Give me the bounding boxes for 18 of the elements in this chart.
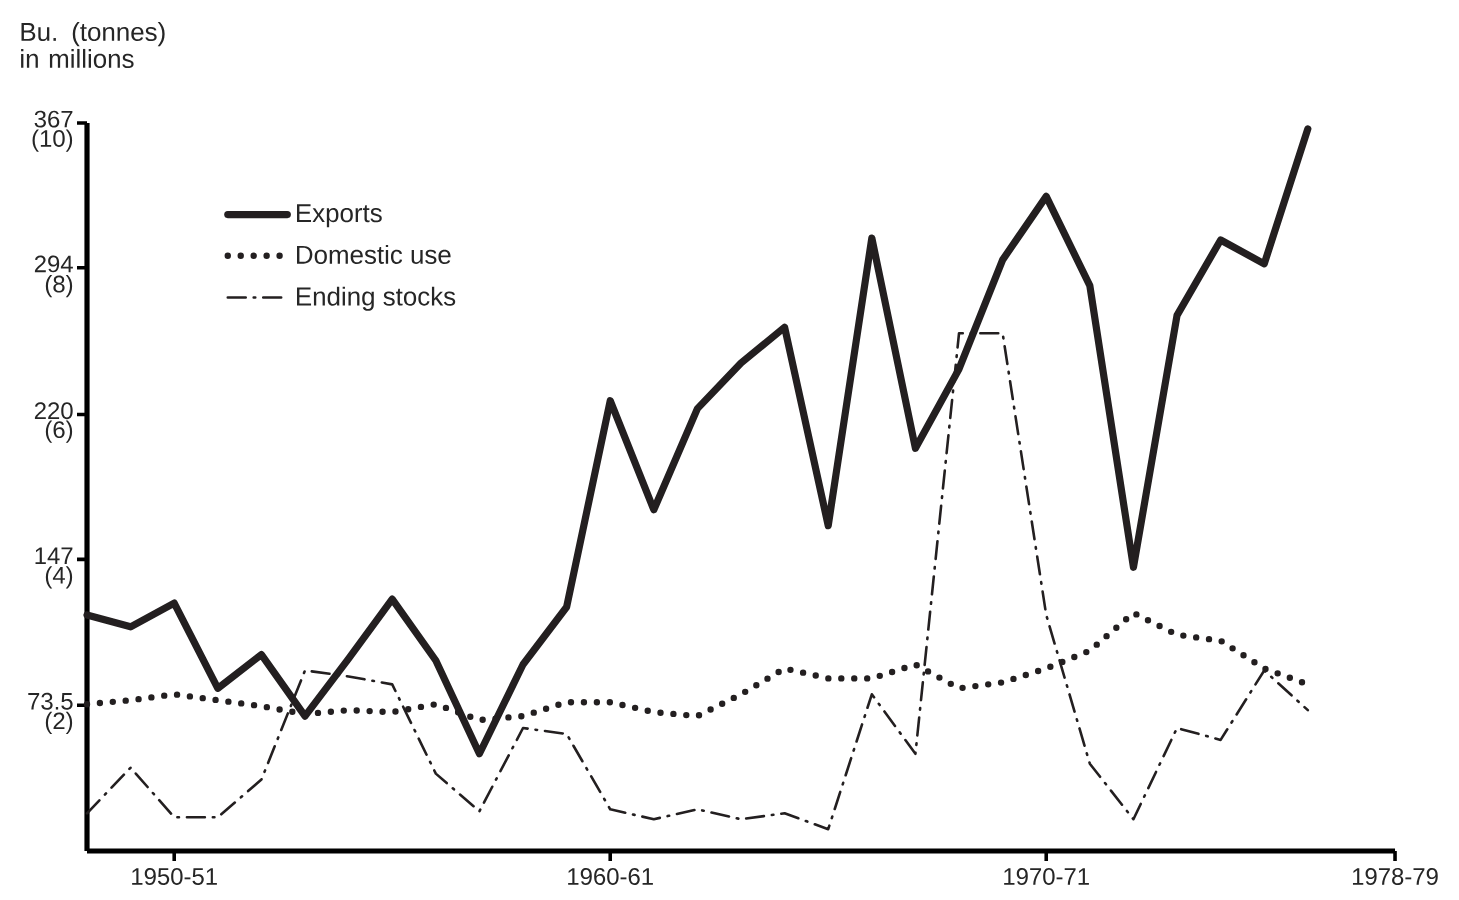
y-tick-label: 367 — [34, 110, 73, 128]
y2-tick-label: (8) — [45, 274, 73, 298]
y-tick-label: 294 — [34, 255, 73, 273]
y-tick-label: 147 — [35, 547, 73, 564]
y2-tick-label: (6) — [45, 420, 73, 443]
y2-tick-label: (4) — [45, 566, 73, 589]
legend-label: Ending stocks — [297, 286, 456, 311]
x-tick-label: 1960-61 — [568, 868, 653, 885]
legend-label: Exports — [297, 204, 382, 228]
y2-tick-label: (10) — [32, 129, 73, 152]
y2-axis-title: Bu. (tonnes) in millions — [21, 22, 165, 68]
x-tick-label: 1970-71 — [1004, 868, 1089, 885]
legend-label: Domestic use — [297, 244, 451, 264]
x-tick-label: 1978-79 — [1352, 868, 1438, 885]
y2-tick-label: (2) — [45, 711, 73, 735]
y-tick-label: 73.5 — [28, 692, 73, 710]
x-tick-label: 1950-51 — [132, 868, 217, 885]
y-tick-label: 220 — [34, 402, 73, 420]
